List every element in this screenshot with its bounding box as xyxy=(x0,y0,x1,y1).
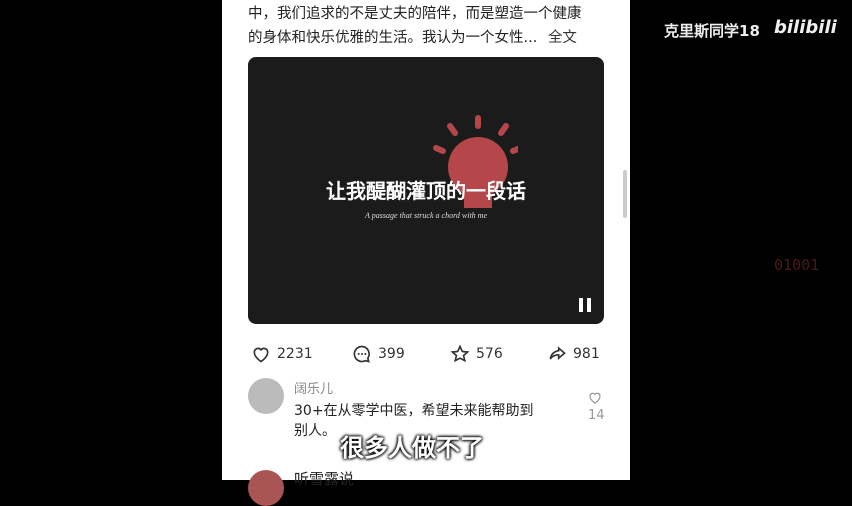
scrollbar[interactable] xyxy=(623,170,627,218)
comment-like-count: 14 xyxy=(588,408,605,423)
favorite-count: 576 xyxy=(476,346,503,362)
comment-button[interactable]: 399 xyxy=(352,344,405,364)
post-text: 的身体和快乐优雅的生活。我认为一个女性... xyxy=(248,30,538,46)
bulb-icon xyxy=(433,115,518,208)
video-player[interactable]: 让我醍醐灌顶的一段话 A passage that struck a chord… xyxy=(248,57,604,324)
like-button[interactable]: 2231 xyxy=(251,344,313,364)
post-text: 的身体和快乐优雅的生活。我认为一个女性... 全文 xyxy=(248,26,577,47)
comment-text: 别人。 xyxy=(294,423,336,439)
share-count: 981 xyxy=(573,346,600,362)
avatar[interactable] xyxy=(248,470,284,506)
share-button[interactable]: 981 xyxy=(547,344,600,364)
comment-user[interactable]: 听雪露说 xyxy=(294,470,355,488)
avatar[interactable] xyxy=(248,378,284,414)
post-text: 中，我们追求的不是丈夫的陪伴，而是塑造一个健康 xyxy=(248,6,582,22)
logo-watermark: bilibili xyxy=(774,17,837,38)
pause-button[interactable] xyxy=(578,297,592,313)
code-watermark: 01001 xyxy=(774,256,820,274)
comment-like-icon[interactable] xyxy=(587,390,603,405)
video-subtitle: A passage that struck a chord with me xyxy=(365,211,487,220)
like-count: 2231 xyxy=(277,346,313,362)
favorite-button[interactable]: 576 xyxy=(450,344,503,364)
video-title: 让我醍醐灌顶的一段话 xyxy=(326,179,526,203)
comment-count: 399 xyxy=(378,346,405,362)
caption: 很多人做不了 xyxy=(340,434,484,462)
comment-text: 30+在从零学中医，希望未来能帮助到 xyxy=(294,403,534,419)
screen: {"post":{"lines":["中，我们追求的不是丈夫的陪伴，而是塑造一个… xyxy=(222,0,837,506)
comment-user[interactable]: 阔乐儿 xyxy=(294,382,334,397)
expand-link[interactable]: 全文 xyxy=(547,30,577,46)
author-watermark: 克里斯同学18 xyxy=(664,22,760,40)
